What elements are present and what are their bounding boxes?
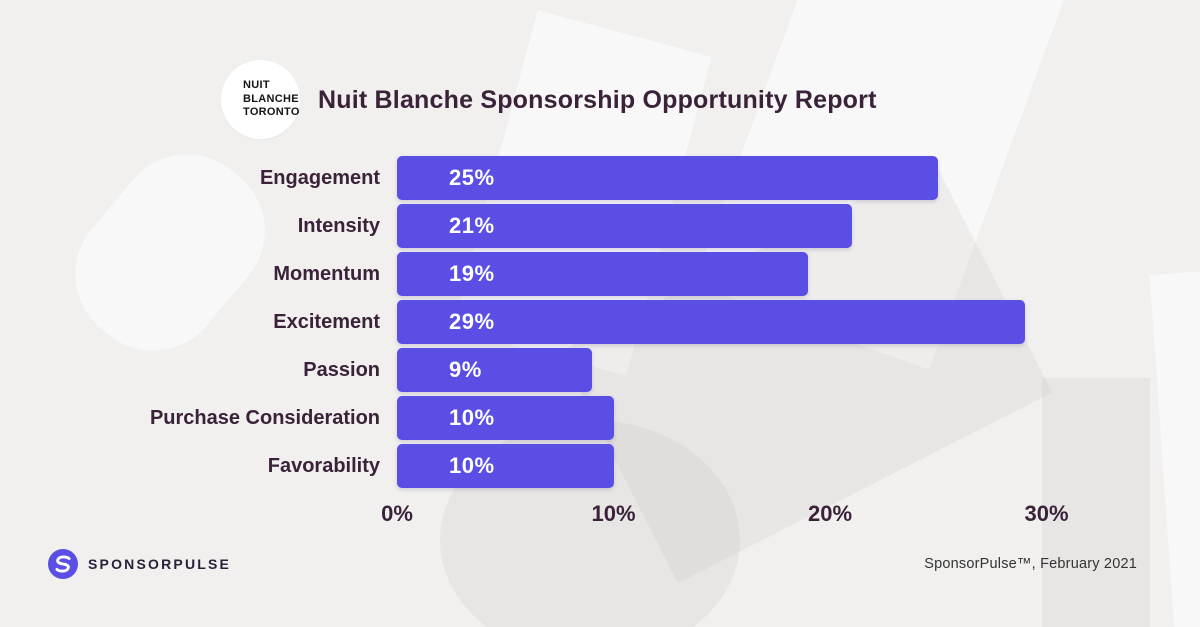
bar: 29%: [397, 300, 1025, 344]
logo-line-3: TORONTO: [243, 106, 300, 119]
category-label: Momentum: [273, 263, 380, 285]
attribution-text: SponsorPulse™, February 2021: [924, 556, 1137, 572]
bar-value-label: 10%: [449, 453, 495, 478]
sponsorpulse-brand: SPONSORPULSE: [48, 549, 231, 579]
x-axis: 0% 10% 20% 30%: [381, 501, 1068, 533]
bar: 9%: [397, 348, 592, 392]
bar-value-label: 25%: [449, 165, 495, 190]
bar: 25%: [397, 156, 939, 200]
x-axis-tick-label: 10%: [591, 501, 636, 526]
chart-row: Momentum 19%: [0, 252, 1200, 296]
bar-value-label: 10%: [449, 405, 495, 430]
category-label: Intensity: [297, 215, 380, 237]
bar: 10%: [397, 444, 614, 488]
chart-row: Intensity 21%: [0, 204, 1200, 248]
x-axis-tick-label: 0%: [381, 501, 413, 526]
chart-row: Purchase Consideration 10%: [0, 396, 1200, 440]
bar-value-label: 19%: [449, 261, 495, 286]
chart-row: Engagement 25%: [0, 156, 1200, 200]
category-label: Excitement: [273, 311, 380, 333]
sponsorpulse-s-icon: [48, 549, 78, 579]
bar: 21%: [397, 204, 852, 248]
sponsorpulse-wordmark: SPONSORPULSE: [88, 556, 232, 572]
chart-row: Passion 9%: [0, 348, 1200, 392]
chart-row: Excitement 29%: [0, 300, 1200, 344]
bar: 19%: [397, 252, 809, 296]
bar-value-label: 21%: [449, 213, 495, 238]
x-axis-tick-label: 20%: [807, 501, 853, 526]
category-label: Passion: [303, 359, 380, 381]
logo-line-2: BLANCHE: [243, 92, 299, 105]
bar-value-label: 9%: [449, 357, 482, 382]
bar-chart: Engagement 25% Intensity 21% Momentum 19…: [0, 156, 1200, 492]
nuit-blanche-logo: NUIT BLANCHE TORONTO: [221, 60, 300, 139]
category-label: Engagement: [259, 167, 380, 189]
x-axis-tick-label: 30%: [1024, 501, 1069, 526]
category-label: Purchase Consideration: [149, 407, 380, 429]
bar: 10%: [397, 396, 614, 440]
bar-value-label: 29%: [449, 309, 495, 334]
nuit-blanche-logo-text: NUIT BLANCHE TORONTO: [221, 79, 300, 119]
category-label: Favorability: [267, 455, 380, 477]
logo-line-1: NUIT: [243, 79, 270, 92]
page-title: Nuit Blanche Sponsorship Opportunity Rep…: [318, 86, 877, 114]
chart-row: Favorability 10%: [0, 444, 1200, 488]
